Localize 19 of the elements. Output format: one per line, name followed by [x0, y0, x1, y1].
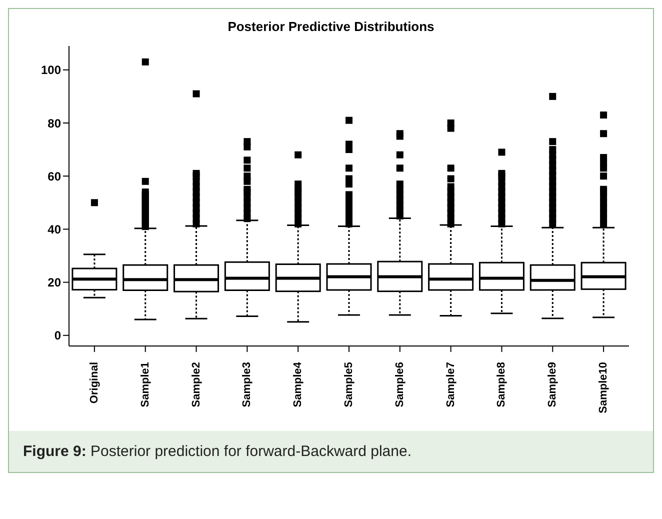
x-tick-label: Sample2 [190, 362, 202, 408]
x-tick-label: Sample4 [292, 361, 304, 408]
x-tick-label: Sample3 [241, 362, 254, 408]
caption: Figure 9: Posterior prediction for forward-Backward plane. [9, 431, 653, 472]
x-tick-label: Sample1 [139, 362, 152, 408]
y-tick-label: 80 [48, 116, 62, 130]
y-tick-label: 0 [54, 328, 62, 343]
chart-title: Posterior Predictive Distributions [226, 18, 436, 36]
x-tick-label: Sample5 [343, 362, 355, 408]
x-tick-label: Sample7 [444, 362, 457, 408]
x-tick-label: Sample9 [546, 362, 559, 408]
y-tick-label: 40 [48, 222, 62, 236]
x-tick-label: Sample8 [496, 362, 508, 408]
x-tick-label: Original [88, 362, 100, 404]
x-tick-label: Sample6 [394, 362, 406, 408]
y-tick-label: 20 [48, 276, 62, 290]
x-tick-label: Sample10 [598, 362, 610, 414]
y-tick-label: 60 [48, 169, 62, 184]
y-tick-label: 100 [40, 63, 62, 78]
